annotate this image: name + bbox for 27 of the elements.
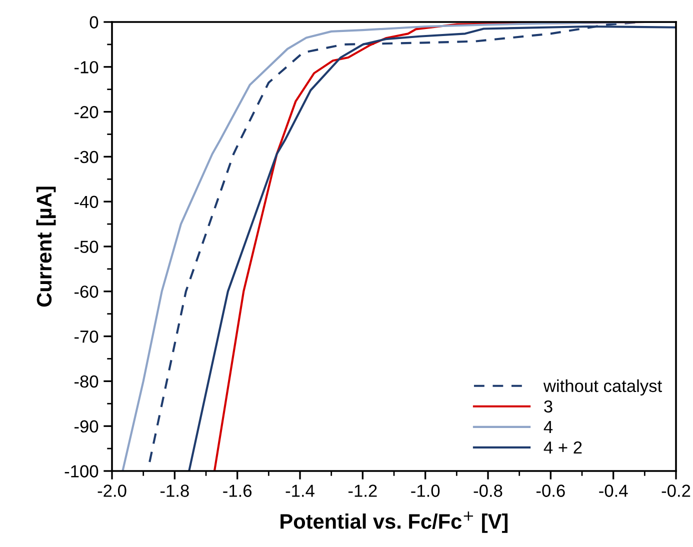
x-tick-label: -0.2	[662, 484, 690, 497]
legend-label: 4	[544, 421, 553, 433]
y-tick-label: -50	[74, 240, 98, 253]
legend-label: without catalyst	[543, 379, 662, 396]
y-tick-label: -90	[74, 420, 98, 433]
legend-label: 4 + 2	[544, 441, 582, 454]
x-tick-label: -0.6	[536, 484, 565, 497]
y-tick-label: -10	[74, 61, 98, 74]
y-tick-label: 0	[90, 16, 98, 28]
x-tick-label: -0.4	[599, 484, 628, 497]
y-axis-title: Current [µA]	[36, 186, 56, 307]
x-tick-label: -1.4	[286, 484, 314, 497]
y-tick-label: -100	[64, 465, 98, 478]
y-tick-label: -80	[74, 375, 98, 388]
x-tick-label: -2.0	[98, 484, 126, 497]
y-tick-label: -40	[74, 196, 98, 208]
y-tick-label: -70	[74, 330, 98, 343]
x-axis-title: Potential vs. Fc/Fc$^{+}$ [V]	[280, 511, 508, 533]
x-tick-label: -1.6	[223, 484, 252, 497]
legend-label: 3	[544, 400, 552, 413]
x-tick-label: -1.0	[411, 484, 440, 497]
y-tick-label: -20	[74, 106, 98, 118]
x-tick-label: -1.2	[348, 484, 377, 497]
y-tick-label: -60	[74, 286, 98, 298]
x-tick-label: -0.8	[474, 484, 502, 497]
x-tick-label: -1.8	[160, 484, 189, 497]
y-tick-label: -30	[74, 150, 98, 164]
